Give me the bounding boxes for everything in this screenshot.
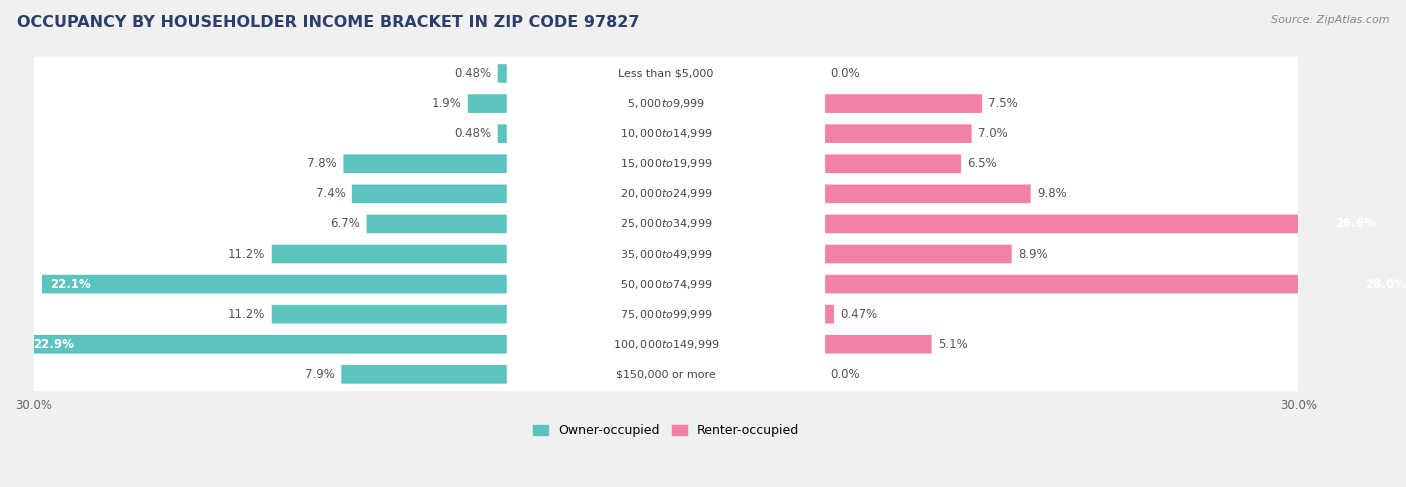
Text: 6.7%: 6.7% <box>330 217 360 230</box>
Text: 0.48%: 0.48% <box>454 67 491 80</box>
Text: 7.4%: 7.4% <box>315 187 346 200</box>
FancyBboxPatch shape <box>506 334 825 355</box>
Text: $150,000 or more: $150,000 or more <box>616 369 716 379</box>
FancyBboxPatch shape <box>506 63 825 84</box>
FancyBboxPatch shape <box>824 185 1031 203</box>
FancyBboxPatch shape <box>506 303 825 325</box>
Text: $35,000 to $49,999: $35,000 to $49,999 <box>620 247 713 261</box>
Text: 7.9%: 7.9% <box>305 368 335 381</box>
FancyBboxPatch shape <box>824 275 1406 294</box>
FancyBboxPatch shape <box>20 357 1312 391</box>
Text: 7.5%: 7.5% <box>988 97 1018 110</box>
FancyBboxPatch shape <box>824 305 834 323</box>
Text: $75,000 to $99,999: $75,000 to $99,999 <box>620 308 713 320</box>
Text: 0.48%: 0.48% <box>454 127 491 140</box>
FancyBboxPatch shape <box>20 56 1312 91</box>
Text: 0.0%: 0.0% <box>831 67 860 80</box>
FancyBboxPatch shape <box>498 124 508 143</box>
FancyBboxPatch shape <box>824 124 972 143</box>
Text: $100,000 to $149,999: $100,000 to $149,999 <box>613 338 720 351</box>
FancyBboxPatch shape <box>20 147 1312 181</box>
Text: 26.6%: 26.6% <box>1336 217 1376 230</box>
FancyBboxPatch shape <box>271 244 508 263</box>
Legend: Owner-occupied, Renter-occupied: Owner-occupied, Renter-occupied <box>527 419 804 442</box>
FancyBboxPatch shape <box>20 267 1312 301</box>
FancyBboxPatch shape <box>506 363 825 385</box>
FancyBboxPatch shape <box>498 64 508 83</box>
Text: OCCUPANCY BY HOUSEHOLDER INCOME BRACKET IN ZIP CODE 97827: OCCUPANCY BY HOUSEHOLDER INCOME BRACKET … <box>17 15 640 30</box>
Text: Source: ZipAtlas.com: Source: ZipAtlas.com <box>1271 15 1389 25</box>
Text: 22.1%: 22.1% <box>51 278 91 291</box>
FancyBboxPatch shape <box>271 305 508 323</box>
Text: $15,000 to $19,999: $15,000 to $19,999 <box>620 157 713 170</box>
Text: 0.47%: 0.47% <box>841 308 877 320</box>
Text: $10,000 to $14,999: $10,000 to $14,999 <box>620 127 713 140</box>
FancyBboxPatch shape <box>25 335 508 354</box>
FancyBboxPatch shape <box>20 117 1312 150</box>
FancyBboxPatch shape <box>20 177 1312 211</box>
Text: 9.8%: 9.8% <box>1038 187 1067 200</box>
FancyBboxPatch shape <box>20 327 1312 361</box>
Text: 5.1%: 5.1% <box>938 338 967 351</box>
FancyBboxPatch shape <box>824 154 962 173</box>
FancyBboxPatch shape <box>824 244 1012 263</box>
FancyBboxPatch shape <box>20 207 1312 241</box>
FancyBboxPatch shape <box>20 298 1312 331</box>
Text: $25,000 to $34,999: $25,000 to $34,999 <box>620 217 713 230</box>
FancyBboxPatch shape <box>824 94 983 113</box>
FancyBboxPatch shape <box>506 123 825 145</box>
Text: 11.2%: 11.2% <box>228 308 266 320</box>
FancyBboxPatch shape <box>506 153 825 175</box>
Text: 8.9%: 8.9% <box>1018 247 1047 261</box>
Text: Less than $5,000: Less than $5,000 <box>619 69 714 78</box>
FancyBboxPatch shape <box>342 365 508 384</box>
Text: $5,000 to $9,999: $5,000 to $9,999 <box>627 97 704 110</box>
FancyBboxPatch shape <box>824 335 932 354</box>
Text: 1.9%: 1.9% <box>432 97 461 110</box>
FancyBboxPatch shape <box>367 215 508 233</box>
FancyBboxPatch shape <box>824 215 1385 233</box>
Text: 7.0%: 7.0% <box>979 127 1008 140</box>
FancyBboxPatch shape <box>468 94 508 113</box>
FancyBboxPatch shape <box>343 154 508 173</box>
FancyBboxPatch shape <box>20 237 1312 271</box>
Text: 28.0%: 28.0% <box>1365 278 1406 291</box>
FancyBboxPatch shape <box>506 273 825 295</box>
FancyBboxPatch shape <box>506 243 825 265</box>
FancyBboxPatch shape <box>506 183 825 205</box>
Text: 7.8%: 7.8% <box>308 157 337 170</box>
Text: 11.2%: 11.2% <box>228 247 266 261</box>
Text: $20,000 to $24,999: $20,000 to $24,999 <box>620 187 713 200</box>
FancyBboxPatch shape <box>20 87 1312 120</box>
FancyBboxPatch shape <box>506 93 825 114</box>
FancyBboxPatch shape <box>352 185 508 203</box>
Text: 6.5%: 6.5% <box>967 157 997 170</box>
Text: 22.9%: 22.9% <box>34 338 75 351</box>
Text: 0.0%: 0.0% <box>831 368 860 381</box>
FancyBboxPatch shape <box>42 275 508 294</box>
Text: $50,000 to $74,999: $50,000 to $74,999 <box>620 278 713 291</box>
FancyBboxPatch shape <box>506 213 825 235</box>
